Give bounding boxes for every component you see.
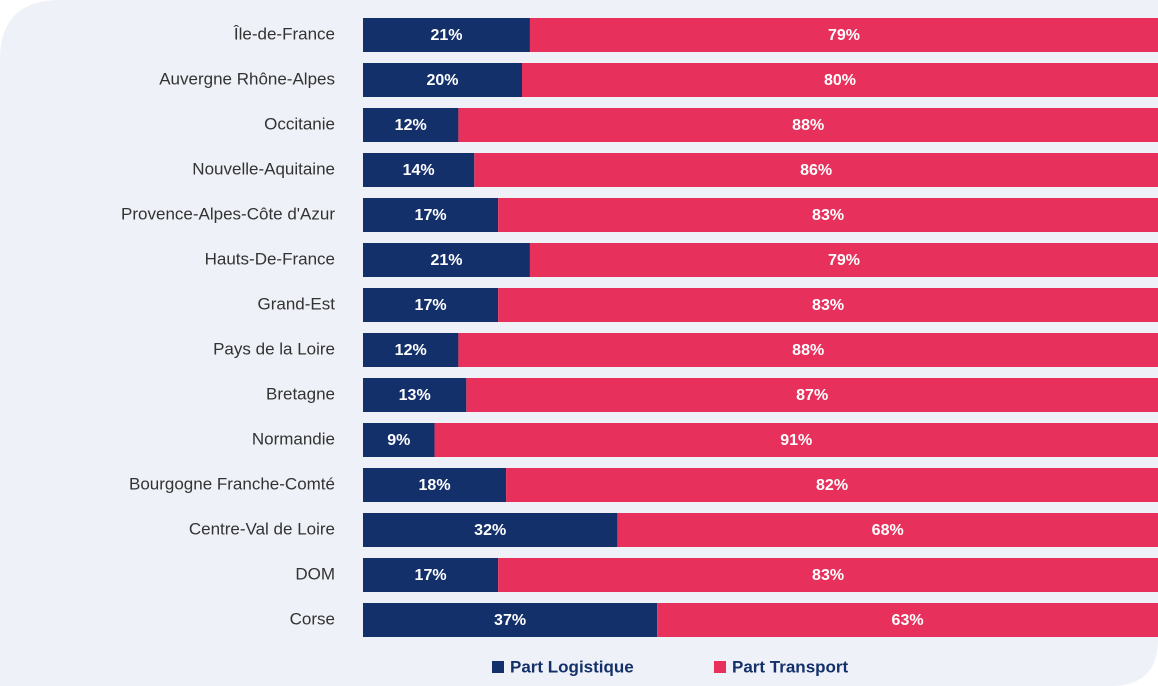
data-label: 80% (824, 72, 856, 89)
bar-segment (529, 18, 1158, 52)
bar-segment (363, 513, 618, 547)
data-label: 83% (812, 567, 844, 584)
bar-segment (522, 63, 1158, 97)
bar-segment (458, 108, 1158, 142)
category-label: Provence-Alpes-Côte d'Azur (121, 204, 335, 223)
data-label: 37% (494, 612, 526, 629)
legend-label: Part Logistique (510, 657, 634, 676)
data-label: 87% (796, 387, 828, 404)
bar-segment (363, 243, 530, 277)
bar-segment (474, 153, 1158, 187)
data-label: 83% (812, 297, 844, 314)
data-label: 18% (419, 477, 451, 494)
category-label: DOM (295, 564, 335, 583)
category-label: Centre-Val de Loire (189, 519, 335, 538)
data-label: 21% (430, 27, 462, 44)
data-label: 91% (780, 432, 812, 449)
data-label: 9% (387, 432, 410, 449)
category-label: Bretagne (266, 384, 335, 403)
bar-segment (529, 243, 1158, 277)
bar-segment (458, 333, 1158, 367)
data-label: 63% (892, 612, 924, 629)
category-label: Corse (290, 609, 335, 628)
bar-segment (363, 153, 475, 187)
data-label: 17% (415, 207, 447, 224)
data-label: 82% (816, 477, 848, 494)
legend-swatch (492, 661, 504, 673)
category-label: Bourgogne Franche-Comté (129, 474, 335, 493)
bar-segment (498, 288, 1158, 322)
bar-segment (363, 63, 522, 97)
bar-segment (434, 423, 1158, 457)
bar-segment (363, 603, 658, 637)
data-label: 88% (792, 117, 824, 134)
bar-segment (506, 468, 1158, 502)
data-label: 32% (474, 522, 506, 539)
bar-segment (363, 423, 435, 457)
category-label: Hauts-De-France (205, 249, 335, 268)
bar-segment (363, 288, 499, 322)
category-label: Pays de la Loire (213, 339, 335, 358)
data-label: 17% (415, 567, 447, 584)
bar-segment (466, 378, 1158, 412)
data-label: 12% (395, 342, 427, 359)
category-label: Occitanie (264, 114, 335, 133)
category-label: Nouvelle-Aquitaine (192, 159, 335, 178)
data-label: 12% (395, 117, 427, 134)
data-label: 79% (828, 27, 860, 44)
category-label: Île-de-France (233, 24, 335, 43)
legend-swatch (714, 661, 726, 673)
bar-segment (363, 333, 459, 367)
category-label: Normandie (252, 429, 335, 448)
data-label: 13% (399, 387, 431, 404)
bar-segment (363, 18, 530, 52)
bar-segment (363, 108, 459, 142)
bar-segment (363, 468, 507, 502)
data-label: 88% (792, 342, 824, 359)
bar-segment (498, 198, 1158, 232)
bar-segment (657, 603, 1158, 637)
data-label: 20% (426, 72, 458, 89)
bar-segment (617, 513, 1158, 547)
data-label: 17% (415, 297, 447, 314)
data-label: 79% (828, 252, 860, 269)
data-label: 14% (403, 162, 435, 179)
data-label: 83% (812, 207, 844, 224)
category-label: Grand-Est (258, 294, 336, 313)
bar-segment (363, 198, 499, 232)
data-label: 68% (872, 522, 904, 539)
bar-segment (498, 558, 1158, 592)
data-label: 21% (430, 252, 462, 269)
bar-segment (363, 558, 499, 592)
legend-label: Part Transport (732, 657, 849, 676)
data-label: 86% (800, 162, 832, 179)
category-label: Auvergne Rhône-Alpes (159, 69, 335, 88)
bar-segment (363, 378, 467, 412)
